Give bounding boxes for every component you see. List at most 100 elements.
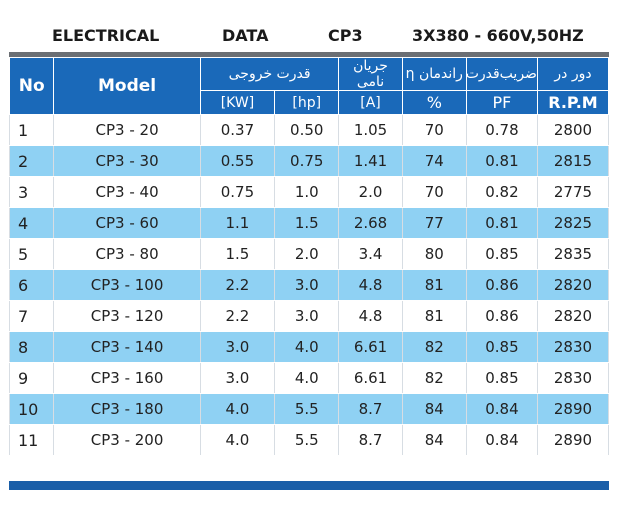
cell-efficiency: 81 — [401, 300, 467, 332]
cell-model: CP3 - 180 — [53, 393, 201, 425]
table-row: 11 CP3 - 200 4.0 5.5 8.7 84 0.84 2890 — [8, 424, 610, 456]
title-electrical: ELECTRICAL — [52, 26, 160, 45]
cell-rpm: 2800 — [536, 114, 610, 146]
cell-hp: 5.5 — [274, 393, 340, 425]
cell-rpm: 2820 — [536, 300, 610, 332]
cell-no: 6 — [8, 269, 55, 301]
table-row: 8 CP3 - 140 3.0 4.0 6.61 82 0.85 2830 — [8, 331, 610, 363]
cell-power-factor: 0.78 — [465, 114, 538, 146]
table-row: 1 CP3 - 20 0.37 0.50 1.05 70 0.78 2800 — [8, 114, 610, 146]
cell-current: 8.7 — [338, 393, 403, 425]
header-kw: [KW] — [199, 90, 276, 115]
top-rule — [9, 52, 609, 57]
cell-model: CP3 - 100 — [53, 269, 201, 301]
cell-hp: 0.50 — [274, 114, 340, 146]
cell-model: CP3 - 140 — [53, 331, 201, 363]
cell-current: 6.61 — [338, 362, 403, 394]
cell-current: 1.05 — [338, 114, 403, 146]
title-spec: 3X380 - 660V,50HZ — [412, 26, 584, 45]
title-line: ELECTRICAL DATA CP3 3X380 - 660V,50HZ — [0, 26, 618, 52]
cell-no: 8 — [8, 331, 55, 363]
table-row: 6 CP3 - 100 2.2 3.0 4.8 81 0.86 2820 — [8, 269, 610, 301]
header-rpm-unit: R.P.M — [536, 90, 610, 115]
cell-efficiency: 84 — [401, 424, 467, 456]
cell-current: 8.7 — [338, 424, 403, 456]
cell-kw: 0.55 — [199, 145, 276, 177]
header-row-units: [KW] [hp] [A] % PF R.P.M — [10, 90, 610, 115]
cell-no: 3 — [8, 176, 55, 208]
cell-efficiency: 74 — [401, 145, 467, 177]
cell-rpm: 2830 — [536, 331, 610, 363]
cell-power-factor: 0.86 — [465, 300, 538, 332]
header-power: قدرت خروجی — [199, 57, 340, 91]
cell-hp: 1.5 — [274, 207, 340, 239]
cell-no: 5 — [8, 238, 55, 270]
cell-current: 2.68 — [338, 207, 403, 239]
cell-kw: 1.1 — [199, 207, 276, 239]
cell-model: CP3 - 80 — [53, 238, 201, 270]
cell-hp: 3.0 — [274, 300, 340, 332]
cell-kw: 2.2 — [199, 300, 276, 332]
cell-power-factor: 0.81 — [465, 145, 538, 177]
cell-kw: 4.0 — [199, 393, 276, 425]
cell-kw: 3.0 — [199, 362, 276, 394]
header-pf-unit: PF — [465, 90, 538, 115]
title-data: DATA — [222, 26, 269, 45]
cell-efficiency: 82 — [401, 331, 467, 363]
cell-no: 10 — [8, 393, 55, 425]
cell-hp: 5.5 — [274, 424, 340, 456]
table-row: 2 CP3 - 30 0.55 0.75 1.41 74 0.81 2815 — [8, 145, 610, 177]
header-hp: [hp] — [274, 90, 340, 115]
bottom-rule — [9, 481, 609, 490]
header-speed: دور در — [536, 57, 610, 91]
cell-no: 1 — [8, 114, 55, 146]
cell-rpm: 2820 — [536, 269, 610, 301]
cell-current: 4.8 — [338, 300, 403, 332]
header-model: Model — [53, 57, 201, 115]
cell-rpm: 2825 — [536, 207, 610, 239]
table-body: 1 CP3 - 20 0.37 0.50 1.05 70 0.78 2800 2 CP3 - 30… — [8, 114, 610, 456]
cell-rpm: 2835 — [536, 238, 610, 270]
cell-model: CP3 - 20 — [53, 114, 201, 146]
cell-model: CP3 - 60 — [53, 207, 201, 239]
cell-hp: 3.0 — [274, 269, 340, 301]
cell-kw: 0.75 — [199, 176, 276, 208]
header-current: جریان نامی — [338, 57, 403, 91]
header-current-unit: [A] — [338, 90, 403, 115]
cell-kw: 1.5 — [199, 238, 276, 270]
cell-power-factor: 0.82 — [465, 176, 538, 208]
cell-model: CP3 - 160 — [53, 362, 201, 394]
cell-power-factor: 0.84 — [465, 424, 538, 456]
cell-kw: 4.0 — [199, 424, 276, 456]
header-efficiency: راندمان η — [401, 57, 467, 91]
cell-efficiency: 84 — [401, 393, 467, 425]
title-model: CP3 — [328, 26, 363, 45]
cell-no: 9 — [8, 362, 55, 394]
cell-kw: 3.0 — [199, 331, 276, 363]
cell-model: CP3 - 200 — [53, 424, 201, 456]
cell-efficiency: 77 — [401, 207, 467, 239]
table-row: 7 CP3 - 120 2.2 3.0 4.8 81 0.86 2820 — [8, 300, 610, 332]
cell-current: 3.4 — [338, 238, 403, 270]
cell-no: 7 — [8, 300, 55, 332]
cell-hp: 4.0 — [274, 331, 340, 363]
cell-hp: 1.0 — [274, 176, 340, 208]
cell-current: 1.41 — [338, 145, 403, 177]
header-power-factor: ضریب‌قدرت — [466, 57, 538, 91]
table-row: 3 CP3 - 40 0.75 1.0 2.0 70 0.82 2775 — [8, 176, 610, 208]
cell-rpm: 2775 — [536, 176, 610, 208]
cell-power-factor: 0.81 — [465, 207, 538, 239]
cell-power-factor: 0.84 — [465, 393, 538, 425]
cell-efficiency: 80 — [401, 238, 467, 270]
cell-efficiency: 81 — [401, 269, 467, 301]
table-row: 9 CP3 - 160 3.0 4.0 6.61 82 0.85 2830 — [8, 362, 610, 394]
cell-kw: 2.2 — [199, 269, 276, 301]
cell-no: 11 — [8, 424, 55, 456]
cell-hp: 4.0 — [274, 362, 340, 394]
table-row: 4 CP3 - 60 1.1 1.5 2.68 77 0.81 2825 — [8, 207, 610, 239]
cell-current: 4.8 — [338, 269, 403, 301]
cell-rpm: 2830 — [536, 362, 610, 394]
cell-power-factor: 0.85 — [465, 331, 538, 363]
cell-hp: 2.0 — [274, 238, 340, 270]
